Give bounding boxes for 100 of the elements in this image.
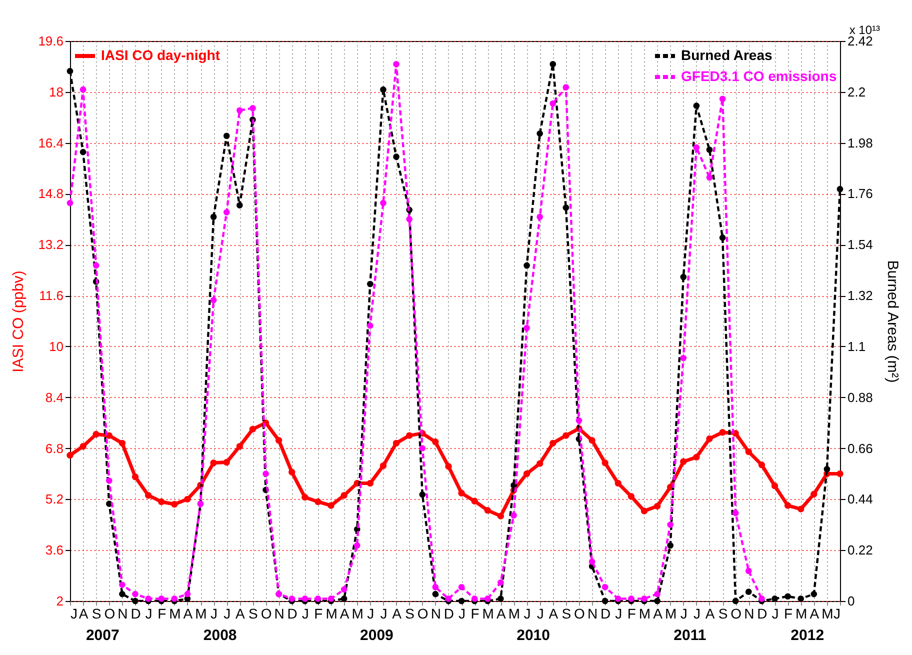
point — [328, 596, 334, 602]
point — [471, 498, 478, 504]
x-tick-label: N — [274, 606, 284, 622]
point — [602, 460, 608, 466]
x-tick-label: M — [508, 606, 520, 622]
point — [758, 596, 765, 602]
x-tick-label: D — [130, 606, 141, 622]
point — [680, 274, 687, 280]
x-tick-label: M — [326, 606, 338, 622]
point — [132, 590, 138, 598]
point — [302, 494, 308, 501]
y2-tick-label: 0.22 — [848, 542, 873, 558]
x-tick-label: F — [627, 606, 636, 622]
point — [432, 584, 439, 590]
point — [171, 500, 178, 508]
point — [458, 584, 465, 590]
point — [836, 186, 844, 192]
point — [732, 598, 739, 604]
point — [132, 474, 139, 480]
y-tick-label: 18 — [49, 84, 64, 100]
point — [419, 491, 426, 498]
point — [314, 596, 322, 602]
point — [680, 354, 687, 362]
point — [118, 440, 126, 447]
text: 2007 — [86, 627, 120, 644]
x-tick-label: S — [248, 606, 258, 622]
point — [80, 443, 86, 450]
x-tick-label: M — [169, 606, 181, 622]
x-tick-label: S — [562, 606, 572, 622]
point — [445, 596, 452, 602]
y2-tick-label: 1.32 — [848, 288, 873, 304]
x-tick-label: J — [367, 606, 374, 622]
point — [210, 214, 217, 220]
point — [262, 470, 269, 477]
point — [380, 200, 386, 206]
point — [614, 596, 622, 602]
point — [380, 86, 386, 93]
point — [210, 297, 217, 304]
point — [706, 146, 713, 153]
x-tick-label: A — [810, 606, 820, 622]
y2-tick-label: 1.54 — [848, 237, 873, 252]
point — [524, 324, 530, 332]
point — [654, 590, 660, 598]
y2-tick-label: 0.88 — [848, 390, 873, 405]
point — [288, 596, 296, 602]
point — [719, 429, 726, 436]
x-tick-label: O — [574, 606, 586, 622]
point — [550, 60, 556, 68]
point — [471, 596, 478, 602]
point — [484, 506, 491, 514]
x-tick-label: M — [482, 606, 494, 622]
y-axis-title: IASI CO (ppbv) — [10, 270, 28, 372]
x-tick-label: O — [417, 606, 428, 622]
point — [680, 458, 687, 465]
point — [602, 584, 608, 590]
point — [184, 496, 191, 503]
point — [614, 480, 622, 487]
x-tick-label: J — [224, 606, 231, 622]
point — [340, 596, 348, 602]
x-tick-label: A — [235, 606, 246, 622]
y-tick-label: 10 — [49, 338, 64, 354]
point — [771, 482, 778, 490]
x-tick-label: J — [458, 606, 466, 622]
legend-label: IASI CO day-night — [101, 47, 220, 63]
y-tick-label: 6.8 — [45, 440, 64, 456]
x-tick-label: M — [822, 606, 834, 622]
y-tick-label: 3.6 — [45, 542, 64, 558]
x-tick-label: O — [104, 606, 116, 622]
point — [497, 512, 504, 520]
x-tick-label: A — [653, 606, 664, 622]
y-tick-label: 19.6 — [38, 34, 64, 48]
point — [119, 590, 126, 598]
y-tick-label: 11.6 — [39, 288, 64, 304]
x-tick-label: A — [705, 606, 716, 622]
point — [562, 204, 570, 211]
point — [667, 521, 674, 528]
point — [145, 596, 152, 602]
x-tick-label: A — [392, 606, 402, 622]
x-tick-label: A — [78, 606, 89, 622]
y2-tick-label: 0 — [848, 594, 855, 608]
x-tick-label: A — [496, 606, 507, 622]
point — [458, 490, 465, 496]
point — [562, 432, 570, 439]
point — [536, 460, 544, 467]
point — [432, 438, 439, 446]
x-tick-label: J — [210, 606, 218, 622]
point — [66, 200, 74, 206]
x-tick-label: S — [718, 606, 728, 622]
point — [328, 502, 334, 509]
x-tick-label: J — [680, 606, 688, 622]
point — [250, 104, 256, 112]
point — [706, 435, 713, 442]
x-tick-label: N — [744, 606, 754, 622]
point — [144, 492, 152, 499]
y2-tick-label: 2.2 — [848, 84, 866, 100]
point — [432, 590, 439, 598]
point — [654, 502, 661, 510]
x-tick-label: S — [92, 606, 102, 622]
y-tick-label: 13.2 — [38, 237, 64, 252]
point — [588, 436, 596, 444]
